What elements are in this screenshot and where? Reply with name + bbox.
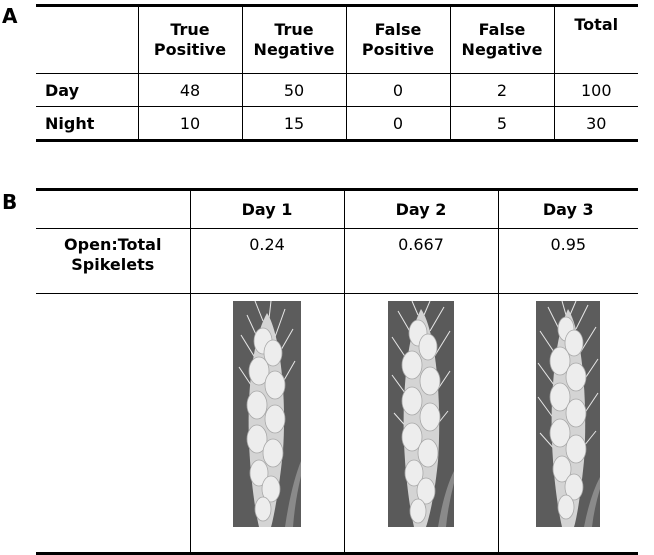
header-false-positive: False Positive	[345, 5, 450, 74]
header-day-3: Day 3	[497, 189, 638, 229]
table-row-day: Day 48 50 0 2 100	[36, 73, 638, 107]
header-day-1: Day 1	[189, 189, 344, 229]
table-cell: 100	[553, 73, 638, 107]
empty-cell	[36, 294, 190, 554]
row-label: Open:Total Spikelets	[36, 228, 190, 294]
header-day-2: Day 2	[343, 189, 498, 229]
header-total: Total	[553, 5, 638, 74]
image-cell-day-3	[497, 293, 638, 554]
header-false-negative: False Negative	[449, 5, 554, 74]
table-row-night: Night 10 15 0 5 30	[36, 106, 638, 141]
header-line: Positive	[361, 40, 435, 59]
header-line: False	[478, 20, 526, 39]
spikelet-header-row: Day 1 Day 2 Day 3	[36, 189, 638, 229]
row-label: Night	[36, 106, 138, 141]
ratio-day-3: 0.95	[497, 228, 638, 294]
row-label-line: Open:Total	[64, 235, 162, 254]
table-cell: 5	[449, 106, 554, 141]
table-cell: 30	[553, 106, 638, 141]
table-row-ratio: Open:Total Spikelets 0.24 0.667 0.95	[36, 228, 638, 294]
header-corner	[36, 189, 190, 229]
ratio-day-2: 0.667	[343, 228, 498, 294]
table-cell: 48	[137, 73, 242, 107]
wheat-spike-photo-day-2	[388, 301, 454, 527]
table-cell: 0	[345, 106, 450, 141]
classification-table: True Positive True Negative False Positi…	[36, 4, 638, 142]
wheat-spike-photo-day-1	[233, 301, 301, 527]
table-cell: 10	[137, 106, 242, 141]
spikelet-table: Day 1 Day 2 Day 3 Open:Total Spikelets 0…	[36, 188, 638, 555]
header-true-positive: True Positive	[137, 5, 242, 74]
header-line: Positive	[153, 40, 227, 59]
table-cell: 50	[241, 73, 346, 107]
header-line: Total	[574, 15, 619, 34]
row-label-line: Spikelets	[71, 255, 155, 274]
table-cell: 0	[345, 73, 450, 107]
table-row-images	[36, 293, 638, 554]
image-cell-day-1	[189, 293, 344, 554]
table-cell: 2	[449, 73, 554, 107]
panel-b-label: B	[2, 190, 18, 214]
header-line: Negative	[253, 40, 335, 59]
image-cell-day-2	[343, 293, 498, 554]
header-line: True	[170, 20, 210, 39]
table-cell: 15	[241, 106, 346, 141]
header-line: Negative	[461, 40, 543, 59]
classification-header-row: True Positive True Negative False Positi…	[36, 5, 638, 74]
header-corner	[36, 5, 138, 74]
header-line: False	[374, 20, 422, 39]
ratio-day-1: 0.24	[189, 228, 344, 294]
header-line: True	[274, 20, 314, 39]
wheat-spike-photo-day-3	[536, 301, 601, 527]
panel-a-label: A	[2, 4, 18, 28]
row-label: Day	[45, 80, 80, 100]
header-true-negative: True Negative	[241, 5, 346, 74]
